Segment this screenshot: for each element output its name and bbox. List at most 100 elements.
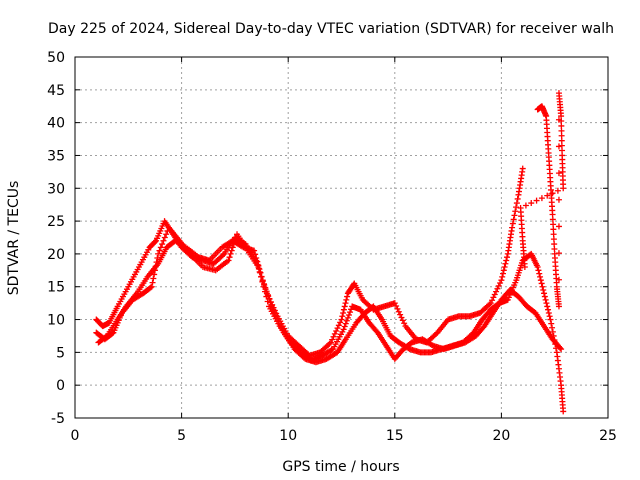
data-point xyxy=(399,317,406,324)
data-point xyxy=(509,220,516,227)
data-point xyxy=(540,287,547,294)
data-point xyxy=(501,264,508,271)
chart-title: Day 225 of 2024, Sidereal Day-to-day VTE… xyxy=(48,21,614,37)
x-axis-ticks: 0 5 10 15 20 25 xyxy=(71,57,617,444)
y-tick-label: 5 xyxy=(56,345,65,361)
data-point xyxy=(329,336,336,343)
data-point xyxy=(503,257,510,264)
data-point xyxy=(160,237,167,244)
data-point xyxy=(541,290,548,297)
data-point xyxy=(512,208,519,215)
data-point xyxy=(493,288,500,295)
data-point xyxy=(550,332,557,339)
data-point xyxy=(541,293,548,300)
data-point xyxy=(155,250,162,257)
data-point xyxy=(398,314,405,321)
data-point xyxy=(395,308,402,315)
data-point xyxy=(560,185,567,192)
data-point xyxy=(552,341,559,348)
data-point xyxy=(538,280,545,287)
data-marks xyxy=(93,90,567,415)
data-point xyxy=(534,264,541,271)
data-point xyxy=(333,328,340,335)
data-point xyxy=(278,323,285,330)
data-point xyxy=(545,306,552,313)
data-point xyxy=(343,296,350,303)
data-point xyxy=(161,234,168,241)
data-point xyxy=(253,255,260,262)
data-point xyxy=(490,294,497,301)
data-point xyxy=(264,291,271,298)
data-point xyxy=(344,293,351,300)
data-point xyxy=(266,295,273,302)
data-point xyxy=(159,241,166,248)
data-point xyxy=(344,314,351,321)
data-point xyxy=(279,326,286,333)
data-point xyxy=(560,408,567,415)
data-point xyxy=(500,267,507,274)
data-point xyxy=(275,318,282,325)
data-point xyxy=(513,200,520,207)
data-point xyxy=(259,277,266,284)
data-point xyxy=(338,316,345,323)
data-point xyxy=(533,197,540,204)
data-point xyxy=(428,341,435,348)
data-point xyxy=(554,187,561,194)
data-point xyxy=(258,273,265,280)
data-point xyxy=(163,231,170,238)
data-point xyxy=(555,276,562,283)
data-point xyxy=(256,266,263,273)
data-point xyxy=(553,345,560,352)
y-tick-label: 15 xyxy=(47,280,65,296)
data-point xyxy=(497,280,504,287)
data-point xyxy=(522,202,529,209)
data-point xyxy=(433,330,440,337)
data-point xyxy=(255,262,262,269)
data-point xyxy=(543,300,550,307)
data-point xyxy=(555,223,562,230)
plot-frame xyxy=(74,56,609,419)
data-point xyxy=(157,244,164,251)
data-point xyxy=(148,283,155,290)
data-point xyxy=(327,339,334,346)
data-point xyxy=(544,303,551,310)
y-tick-label: 40 xyxy=(47,116,65,132)
data-point xyxy=(544,192,551,199)
data-point xyxy=(262,284,269,291)
data-point xyxy=(514,195,521,202)
x-tick-label: 15 xyxy=(386,428,404,444)
data-point xyxy=(549,328,556,335)
data-point xyxy=(486,301,493,308)
data-point xyxy=(491,291,498,298)
data-point xyxy=(225,257,232,264)
data-point xyxy=(335,322,342,329)
data-point xyxy=(227,250,234,257)
data-point xyxy=(558,346,565,353)
data-point xyxy=(334,325,341,332)
data-point xyxy=(555,196,562,203)
data-point xyxy=(495,282,502,289)
data-point xyxy=(548,320,555,327)
data-point xyxy=(394,305,401,312)
x-tick-label: 25 xyxy=(599,428,617,444)
data-point xyxy=(272,312,279,319)
data-point xyxy=(511,212,518,219)
data-point xyxy=(341,303,348,310)
data-point xyxy=(260,280,267,287)
data-point xyxy=(219,252,226,259)
data-point xyxy=(328,346,335,353)
data-point xyxy=(539,283,546,290)
data-point xyxy=(326,340,333,347)
data-point xyxy=(156,247,163,254)
y-tick-label: 35 xyxy=(47,148,65,164)
data-point xyxy=(397,311,404,318)
data-point xyxy=(521,264,528,271)
data-point xyxy=(150,275,157,282)
data-point xyxy=(547,316,554,323)
y-tick-label: 45 xyxy=(47,83,65,99)
data-point xyxy=(393,303,400,310)
x-tick-label: 0 xyxy=(71,428,80,444)
data-point xyxy=(499,273,506,280)
data-point xyxy=(401,320,408,327)
y-axis-label: SDTVAR / TECUs xyxy=(6,181,22,296)
